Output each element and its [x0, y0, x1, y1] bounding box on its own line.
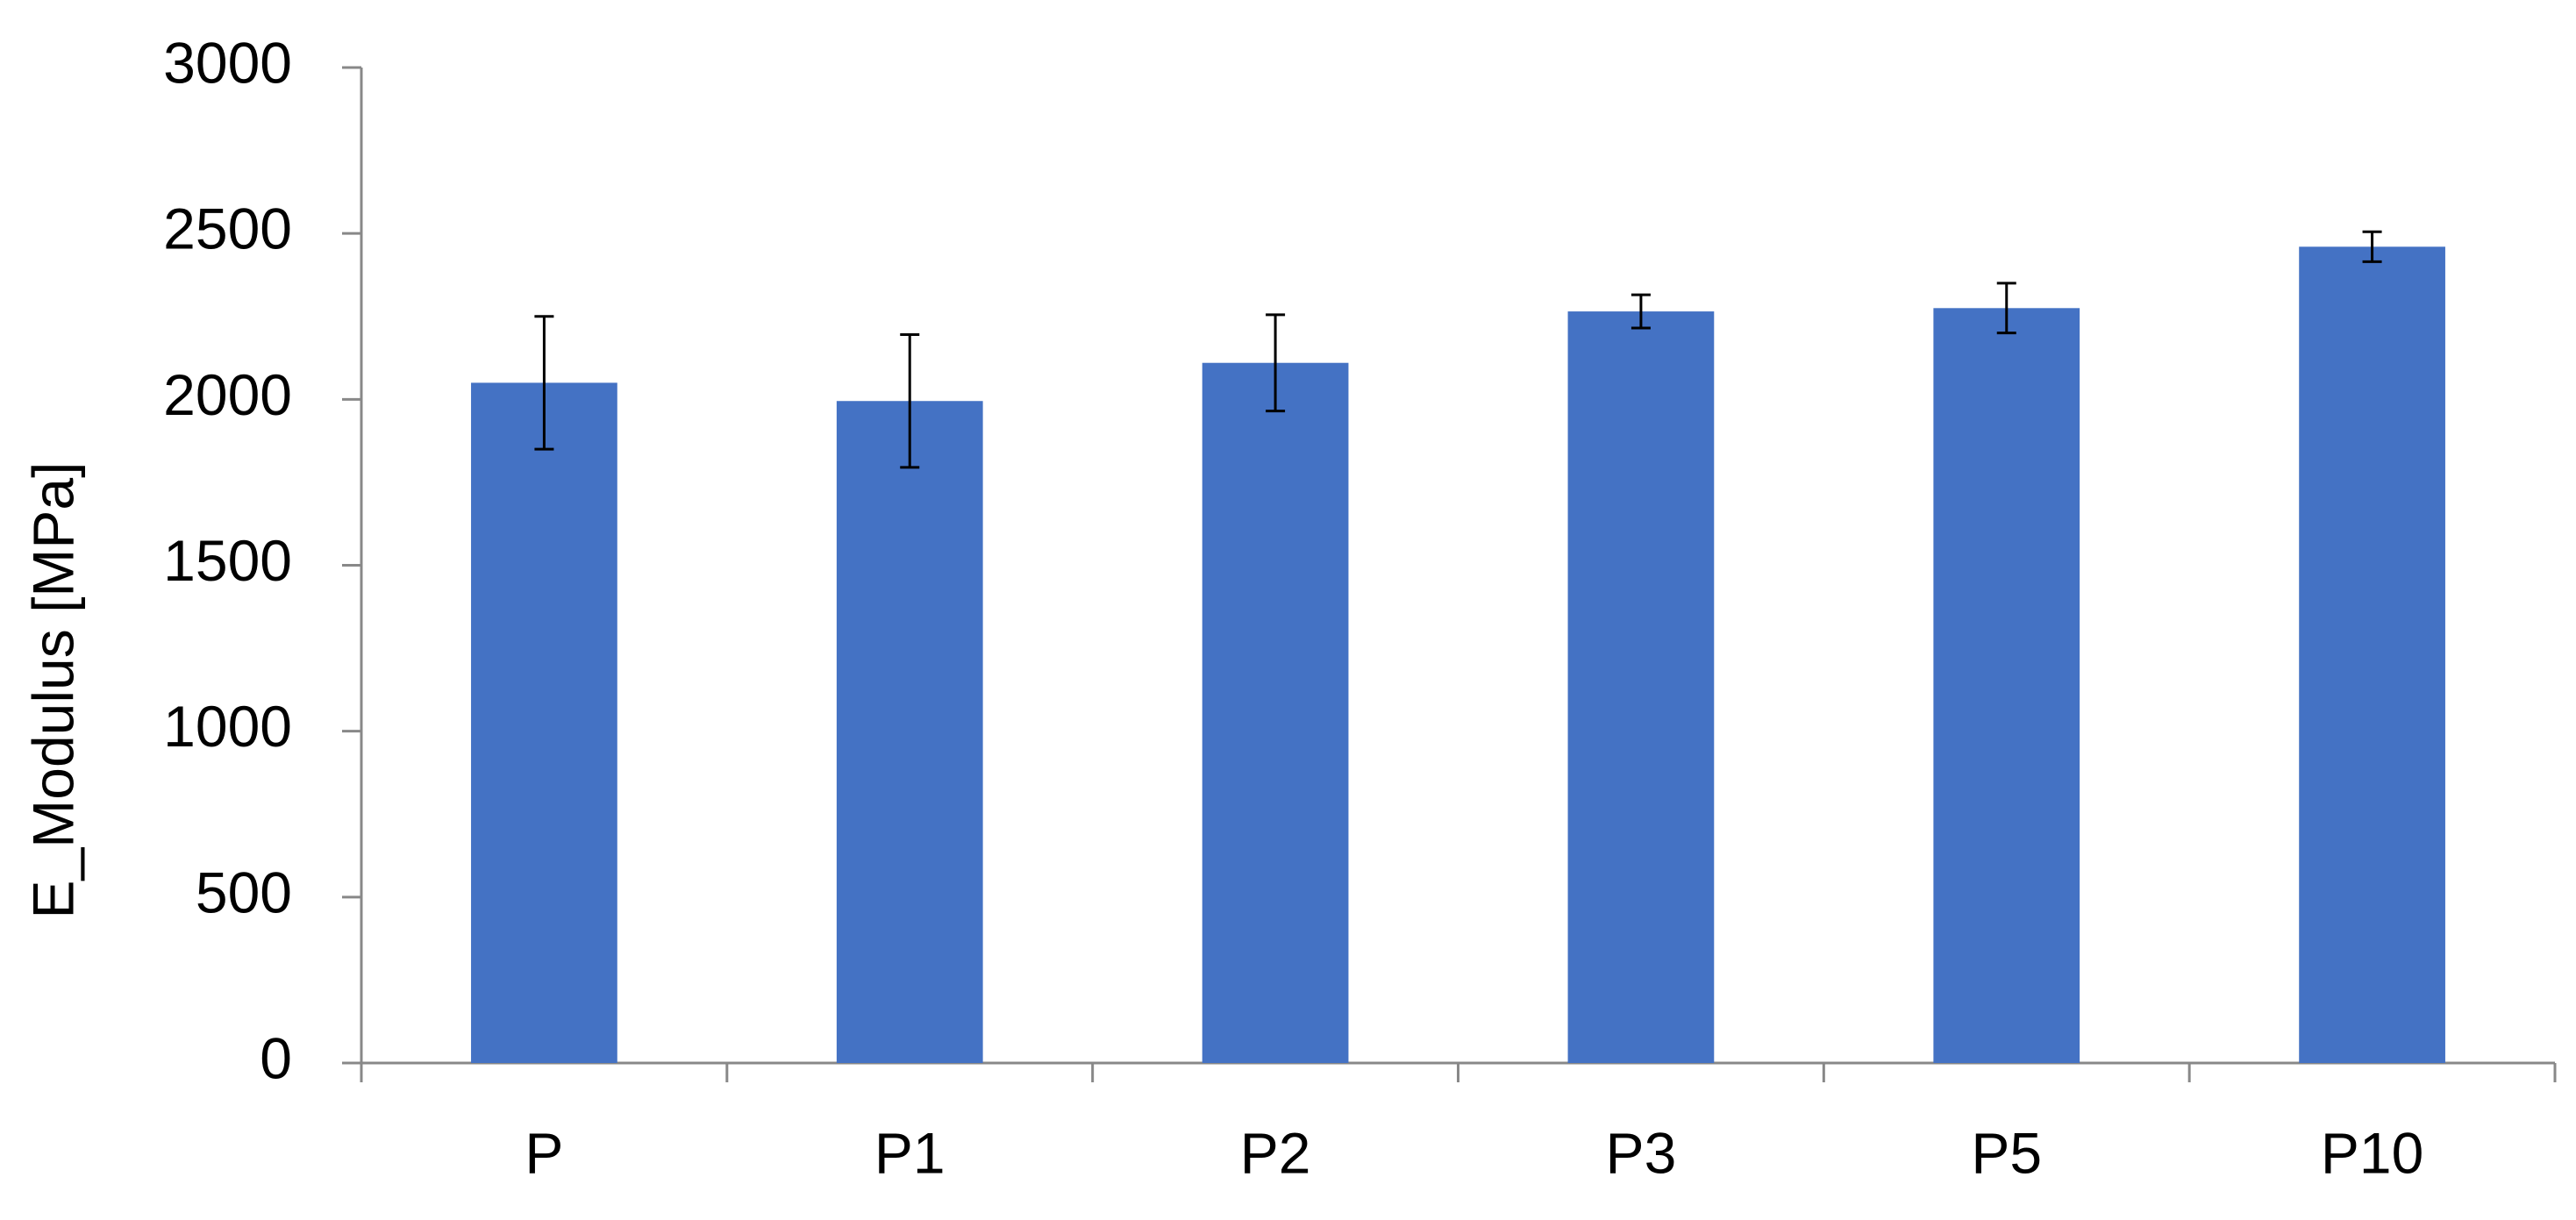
- x-tick-label: P1: [874, 1120, 945, 1185]
- error-bar: [900, 333, 920, 469]
- x-tick-label: P3: [1606, 1120, 1677, 1185]
- y-axis-title: E_Modulus [MPa]: [20, 462, 85, 919]
- x-tick-label: P2: [1240, 1120, 1311, 1185]
- y-tick-label: 1500: [163, 528, 292, 593]
- bar: [2299, 246, 2445, 1063]
- x-tick-label: P: [524, 1120, 563, 1185]
- bar: [836, 401, 983, 1064]
- y-tick-label: 2000: [163, 362, 292, 427]
- bar: [1202, 362, 1349, 1063]
- error-bar: [534, 315, 554, 451]
- bar: [1567, 311, 1715, 1063]
- error-bar: [1631, 293, 1651, 330]
- error-bar: [1996, 282, 2016, 335]
- y-tick-label: 2500: [163, 196, 292, 261]
- error-bar: [1266, 313, 1286, 413]
- y-tick-label: 0: [260, 1025, 292, 1090]
- y-tick-label: 500: [196, 860, 292, 924]
- y-tick-label: 3000: [163, 30, 292, 95]
- error-bar: [2362, 230, 2382, 263]
- bar: [471, 382, 617, 1064]
- bar: [1933, 308, 2080, 1064]
- y-tick-label: 1000: [163, 694, 292, 759]
- x-tick-label: P10: [2321, 1120, 2423, 1185]
- x-tick-label: P5: [1971, 1120, 2042, 1185]
